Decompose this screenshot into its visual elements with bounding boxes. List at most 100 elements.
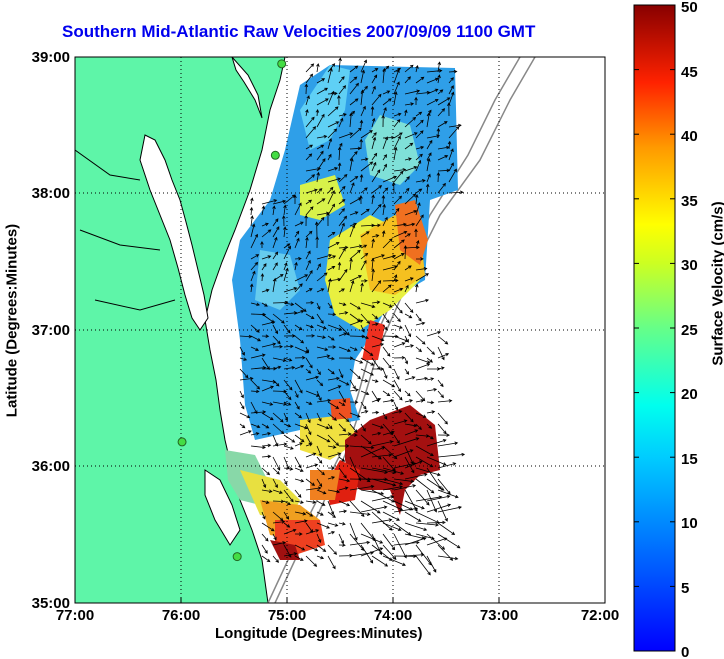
velocity-arrow bbox=[415, 313, 422, 322]
velocity-arrow bbox=[260, 273, 265, 282]
colorbar-tick-label: 10 bbox=[681, 515, 698, 532]
velocity-arrow bbox=[272, 478, 278, 489]
velocity-arrow bbox=[349, 522, 358, 541]
velocity-arrow bbox=[261, 500, 270, 504]
velocity-arrow bbox=[272, 489, 283, 494]
velocity-arrow bbox=[294, 302, 307, 312]
velocity-arrow bbox=[272, 423, 285, 435]
x-tick-label: 77:00 bbox=[56, 607, 94, 624]
velocity-arrow bbox=[305, 199, 313, 205]
velocity-arrow bbox=[250, 223, 256, 238]
velocity-arrow bbox=[448, 123, 462, 128]
velocity-arrow bbox=[415, 376, 429, 381]
velocity-arrow bbox=[437, 533, 461, 549]
velocity-arrow bbox=[316, 478, 323, 488]
velocity-arrow bbox=[371, 300, 381, 305]
velocity-arrow bbox=[404, 412, 414, 423]
velocity-arrow bbox=[349, 540, 371, 546]
velocity-arrow bbox=[360, 161, 374, 172]
colorbar-tick-label: 45 bbox=[681, 64, 698, 81]
velocity-arrow bbox=[437, 155, 449, 161]
velocity-arrow bbox=[414, 96, 418, 106]
velocity-arrow bbox=[283, 324, 291, 334]
velocity-arrow bbox=[382, 90, 391, 95]
colorbar-tick-label: 25 bbox=[681, 322, 698, 339]
velocity-arrow bbox=[250, 346, 260, 351]
velocity-arrow bbox=[305, 486, 322, 491]
velocity-arrow bbox=[393, 135, 401, 150]
velocity-arrow bbox=[239, 368, 249, 379]
velocity-arrow bbox=[360, 467, 389, 474]
velocity-arrow bbox=[316, 500, 326, 506]
velocity-arrow bbox=[338, 185, 346, 194]
velocity-arrow bbox=[305, 401, 313, 405]
velocity-arrow bbox=[436, 172, 441, 183]
velocity-arrow bbox=[382, 390, 391, 397]
velocity-arrow bbox=[305, 230, 313, 238]
velocity-arrow bbox=[382, 136, 389, 150]
velocity-arrow bbox=[338, 245, 349, 250]
velocity-arrow bbox=[283, 434, 296, 443]
velocity-arrow bbox=[272, 401, 288, 406]
velocity-arrow bbox=[437, 399, 453, 403]
velocity-arrow bbox=[250, 335, 262, 342]
velocity-arrow bbox=[415, 321, 426, 326]
velocity-arrow bbox=[305, 188, 318, 194]
velocity-arrow bbox=[326, 212, 330, 227]
velocity-arrow bbox=[393, 379, 401, 393]
velocity-arrow bbox=[272, 236, 278, 249]
velocity-arrow bbox=[327, 121, 340, 128]
velocity-arrow bbox=[338, 302, 347, 306]
velocity-arrow bbox=[404, 399, 414, 403]
velocity-arrow bbox=[404, 102, 415, 106]
velocity-arrow bbox=[360, 446, 386, 458]
velocity-arrow bbox=[404, 376, 416, 381]
velocity-arrow bbox=[415, 335, 426, 345]
velocity-arrow bbox=[371, 203, 382, 216]
velocity-arrow bbox=[426, 377, 435, 381]
velocity-arrow bbox=[437, 478, 451, 495]
velocity-arrow bbox=[294, 434, 305, 443]
velocity-arrow bbox=[349, 433, 358, 437]
velocity-arrow bbox=[316, 412, 322, 422]
velocity-arrow bbox=[272, 251, 279, 260]
velocity-arrow bbox=[349, 484, 375, 491]
velocity-arrow bbox=[371, 489, 396, 503]
velocity-arrow bbox=[426, 357, 433, 363]
velocity-arrow bbox=[294, 489, 302, 498]
velocity-arrow bbox=[316, 555, 325, 560]
velocity-arrow bbox=[371, 161, 377, 172]
velocity-arrow bbox=[393, 484, 417, 491]
station-marker bbox=[277, 59, 287, 69]
velocity-arrow bbox=[338, 401, 346, 406]
velocity-arrow bbox=[316, 346, 329, 351]
velocity-arrow bbox=[447, 140, 452, 150]
velocity-arrow bbox=[338, 247, 346, 260]
velocity-arrow bbox=[360, 379, 369, 383]
velocity-arrow bbox=[294, 467, 304, 472]
velocity-arrow bbox=[338, 324, 350, 336]
velocity-arrow bbox=[316, 188, 323, 194]
velocity-arrow bbox=[338, 199, 346, 205]
velocity-arrow bbox=[360, 368, 374, 376]
velocity-arrow bbox=[404, 368, 410, 375]
velocity-arrow bbox=[338, 412, 350, 423]
sound-water bbox=[204, 469, 241, 546]
velocity-arrow bbox=[437, 182, 446, 194]
x-axis-tick-labels: 77:00 76:00 75:00 74:00 73:00 72:00 bbox=[56, 607, 619, 624]
y-tick-label: 37:00 bbox=[32, 322, 70, 339]
velocity-arrow bbox=[393, 195, 403, 205]
velocity-arrow bbox=[305, 153, 313, 161]
velocity-arrow bbox=[338, 76, 345, 84]
velocity-arrow bbox=[305, 478, 316, 486]
velocity-arrow bbox=[283, 302, 295, 306]
velocity-arrow bbox=[371, 478, 397, 487]
velocity-arrow bbox=[404, 277, 414, 282]
velocity-arrow bbox=[393, 69, 400, 84]
velocity-arrow bbox=[349, 400, 359, 404]
velocity-arrow bbox=[415, 145, 425, 150]
colorbar-tick-label: 35 bbox=[681, 193, 698, 210]
velocity-arrow bbox=[283, 552, 298, 557]
velocity-arrow bbox=[272, 324, 278, 335]
velocity-arrow bbox=[338, 215, 348, 227]
